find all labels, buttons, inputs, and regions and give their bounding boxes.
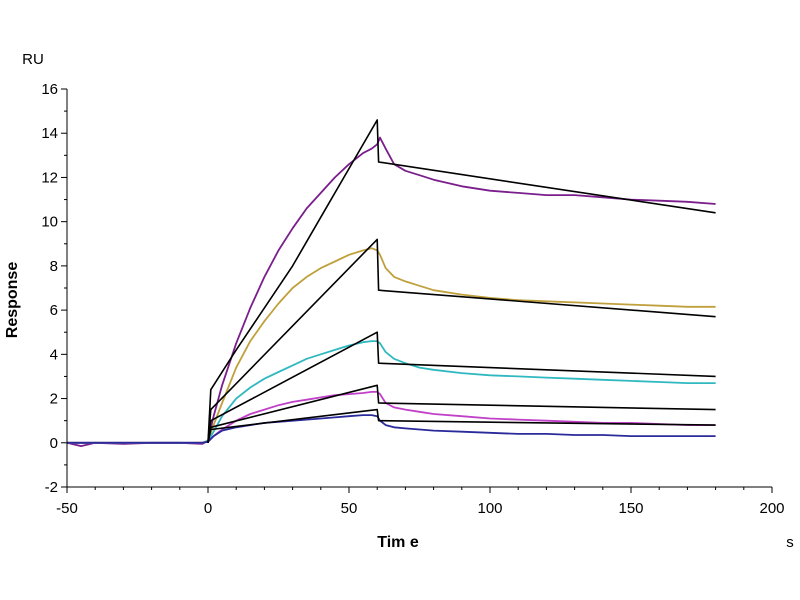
x-tick-label: 150: [618, 500, 643, 517]
y-tick-label: 0: [50, 435, 58, 452]
y-tick-label: 8: [50, 258, 58, 275]
y-tick-label: 12: [41, 169, 58, 186]
y-unit-label: RU: [22, 51, 44, 68]
y-ticks: -2 0 2 4 6 8 10 12 14 16: [41, 81, 67, 496]
y-tick-label: 10: [41, 214, 58, 231]
y-tick-label: 16: [41, 81, 58, 98]
fit-curve-8: [207, 331, 716, 443]
axes-layer: -50 0 50 100 150 200 -2 0 2 4 6 8 10 12 14 16: [41, 81, 784, 517]
measured-curve-3: [67, 340, 716, 444]
series-layer: [66, 119, 716, 448]
measured-curve-2: [67, 247, 716, 444]
y-tick-label: 2: [50, 391, 58, 408]
fit-curve-6: [207, 119, 716, 443]
x-tick-label: 0: [204, 500, 212, 517]
y-tick-label: -2: [45, 479, 58, 496]
measured-curve-5: [67, 414, 716, 444]
plot-area: [66, 119, 716, 448]
x-axis-title: Tim e: [377, 534, 419, 551]
fit-curve-10: [207, 408, 716, 443]
x-tick-label: 50: [341, 500, 358, 517]
y-tick-label: 14: [41, 125, 58, 142]
y-tick-label: 6: [50, 302, 58, 319]
y-tick-label: 4: [50, 346, 58, 363]
x-ticks: -50 0 50 100 150 200: [56, 487, 785, 517]
x-tick-label: 200: [759, 500, 784, 517]
x-tick-label: 100: [477, 500, 502, 517]
fit-curve-7: [207, 238, 716, 443]
y-axis-title: Response: [4, 262, 21, 339]
x-unit-label: s: [786, 534, 794, 551]
x-tick-label: -50: [56, 500, 78, 517]
fit-curve-9: [207, 384, 716, 443]
